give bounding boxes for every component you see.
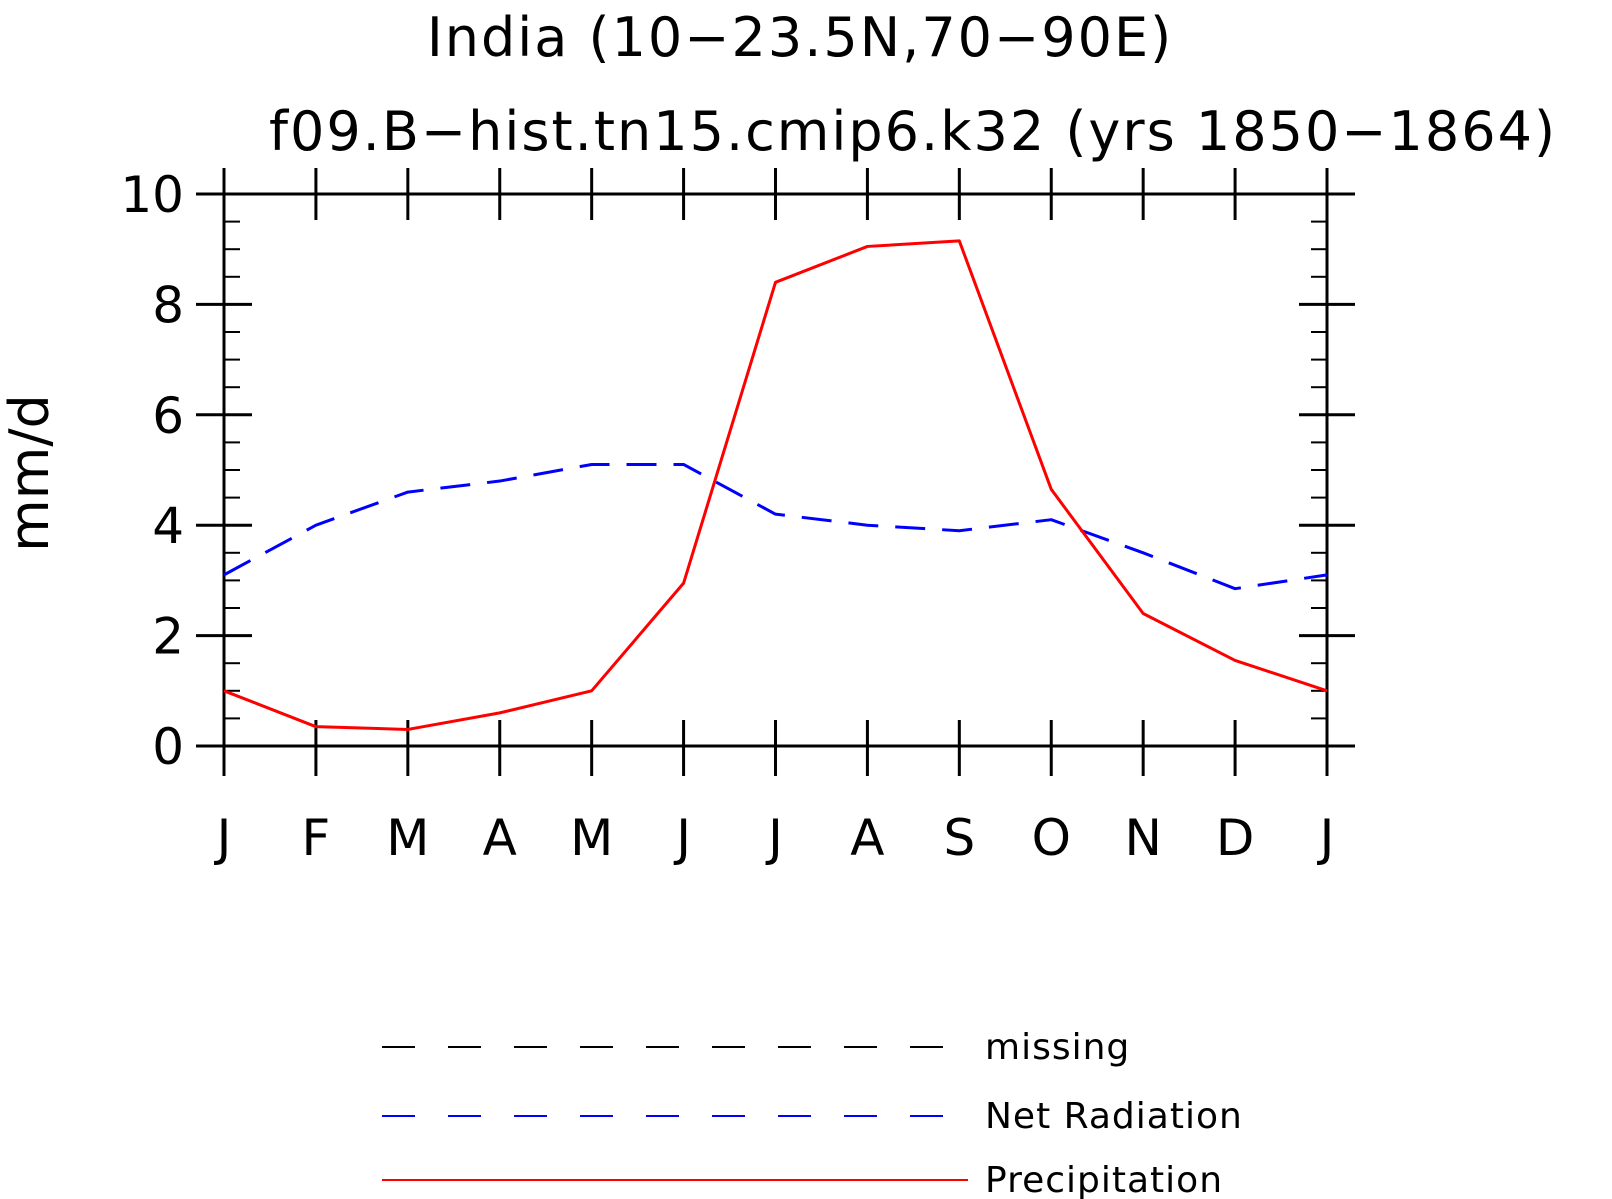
legend-label-missing: missing (985, 1027, 1130, 1068)
x-tick-label: D (1216, 809, 1255, 867)
legend-label-precipitation: Precipitation (985, 1160, 1223, 1199)
y-axis-label: mm/d (0, 394, 61, 552)
chart-title: India (10−23.5N,70−90E) (427, 6, 1173, 69)
x-tick-label: M (570, 809, 613, 867)
y-tick-label: 10 (120, 166, 184, 224)
x-tick-label: J (214, 809, 232, 867)
x-tick-label: S (943, 809, 975, 867)
y-tick-label: 2 (152, 608, 184, 666)
y-tick-label: 6 (152, 387, 184, 445)
x-tick-label: M (386, 809, 429, 867)
chart-subtitle: f09.B−hist.tn15.cmip6.k32 (yrs 1850−1864… (269, 100, 1557, 163)
x-tick-label: A (483, 809, 517, 867)
y-tick-label: 0 (152, 718, 184, 776)
y-tick-label: 8 (152, 276, 184, 334)
x-tick-label: N (1124, 809, 1161, 867)
plot-frame (222, 192, 1329, 748)
series-line-precipitation (223, 239, 1328, 731)
x-tick-label: O (1032, 809, 1071, 867)
y-tick-label: 4 (152, 497, 184, 555)
x-tick-label: A (850, 809, 884, 867)
legend-label-net-radiation: Net Radiation (985, 1096, 1243, 1137)
axis-ticks (196, 168, 1355, 776)
series-lines (223, 239, 1328, 731)
x-tick-label: F (302, 809, 331, 867)
x-tick-label: J (673, 809, 691, 867)
x-tick-label: J (1317, 809, 1335, 867)
y-tick-labels: 0 2 4 6 8 10 (120, 166, 184, 776)
x-tick-label: J (765, 809, 783, 867)
series-line-net-radiation (223, 462, 1328, 591)
legend: missing Net Radiation Precipitation (382, 1027, 1243, 1199)
